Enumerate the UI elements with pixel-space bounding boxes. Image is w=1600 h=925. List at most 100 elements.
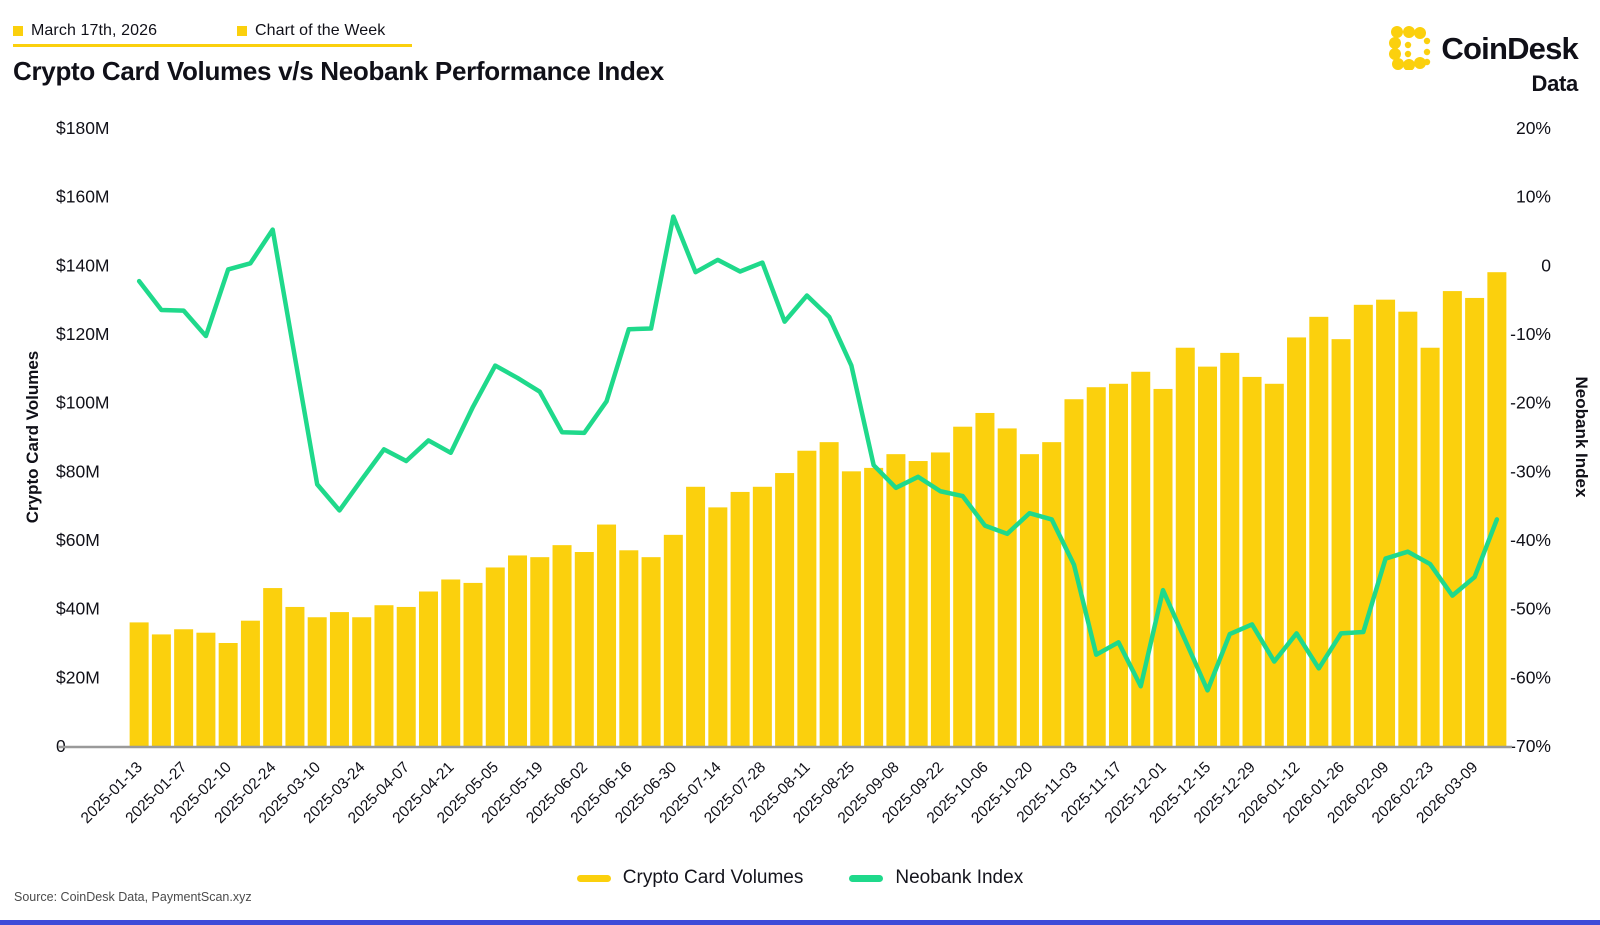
volume-bar xyxy=(930,452,950,746)
legend-item-neobank-index: Neobank Index xyxy=(849,867,1023,889)
volume-bar xyxy=(819,442,839,746)
logo-brand-text: CoinDesk xyxy=(1441,30,1578,66)
right-axis-title: Neobank Index xyxy=(1572,377,1591,498)
kicker-date: March 17th, 2026 xyxy=(13,22,157,40)
chart-legend: Crypto Card Volumes Neobank Index xyxy=(0,862,1600,894)
legend-label: Neobank Index xyxy=(895,867,1024,888)
legend-label: Crypto Card Volumes xyxy=(622,867,804,888)
right-axis-tick-label: 0 xyxy=(1541,255,1551,275)
volume-bar xyxy=(1153,388,1173,746)
right-axis-tick-label: -40% xyxy=(1510,530,1551,550)
volume-bar xyxy=(240,620,260,746)
volume-bar xyxy=(886,454,906,746)
volume-bar xyxy=(151,634,171,746)
right-axis-tick-label: -60% xyxy=(1510,667,1551,687)
right-axis-tick-label: -70% xyxy=(1510,736,1551,756)
volume-bar xyxy=(841,471,861,746)
volume-bar xyxy=(1019,454,1039,746)
kicker-underline xyxy=(13,44,412,47)
volume-bar xyxy=(997,428,1017,746)
volume-bar xyxy=(1242,376,1262,746)
volume-bar xyxy=(218,643,238,746)
volume-bar xyxy=(196,632,216,746)
volume-bar xyxy=(1376,299,1396,746)
volume-bar xyxy=(1398,311,1418,746)
left-axis-tick-label: $20M xyxy=(56,667,100,687)
neobank-index-line xyxy=(136,214,1500,693)
left-axis-tick-label: $80M xyxy=(56,461,100,481)
volume-bar xyxy=(530,557,550,746)
volume-bar xyxy=(908,461,928,746)
volume-bar xyxy=(797,450,817,746)
right-axis-tick-label: -50% xyxy=(1510,599,1551,619)
bar-series-swatch-icon xyxy=(576,874,611,882)
kicker-series: Chart of the Week xyxy=(237,22,385,40)
volume-bar xyxy=(485,567,505,746)
volume-bar xyxy=(1442,291,1462,746)
volume-bar xyxy=(396,606,416,746)
volume-bar xyxy=(864,467,884,746)
volume-bar xyxy=(641,557,661,746)
coindesk-logo: CoinDesk Data xyxy=(1389,26,1579,96)
volume-bar xyxy=(619,550,639,746)
left-axis-title: Crypto Card Volumes xyxy=(23,351,42,524)
yellow-square-icon xyxy=(13,26,23,36)
yellow-square-icon xyxy=(237,26,247,36)
left-axis-tick-label: $160M xyxy=(56,187,110,207)
volume-bar xyxy=(953,426,973,746)
coindesk-dots-icon xyxy=(1389,26,1431,70)
bottom-accent-strip xyxy=(0,920,1600,925)
left-axis-tick-label: $60M xyxy=(56,530,100,550)
volume-bar xyxy=(418,591,438,746)
volume-bar xyxy=(1331,339,1351,746)
volume-bar xyxy=(1086,387,1106,746)
volume-bar xyxy=(441,579,461,746)
volume-bar xyxy=(1131,371,1151,746)
volume-bar xyxy=(1264,383,1284,746)
left-axis-tick-label: $140M xyxy=(56,255,110,275)
volume-bar xyxy=(1042,442,1062,746)
right-axis-tick-label: 10% xyxy=(1516,187,1551,207)
line-series-swatch-icon xyxy=(849,874,884,882)
volume-bar xyxy=(1353,304,1373,746)
volume-bar xyxy=(508,555,528,746)
volume-bar xyxy=(285,606,305,746)
left-axis-tick-label: $100M xyxy=(56,393,110,413)
volume-bar xyxy=(975,412,995,746)
volume-bar xyxy=(174,629,194,746)
volume-bar xyxy=(1287,337,1307,746)
volume-bar xyxy=(1465,297,1485,746)
volume-bar xyxy=(552,545,572,746)
volume-bar xyxy=(329,612,349,746)
volume-bar xyxy=(1198,366,1218,746)
volume-bar xyxy=(663,534,683,746)
legend-item-crypto-card-volumes: Crypto Card Volumes xyxy=(576,867,804,889)
volume-bar xyxy=(1420,347,1440,746)
volume-bar xyxy=(374,605,394,746)
volume-bar xyxy=(730,491,750,746)
volume-bar xyxy=(1220,352,1240,746)
left-axis-tick-label: $40M xyxy=(56,599,100,619)
combo-chart: $180M $160M $140M $120M $100M $80M $60M $40M $20… xyxy=(23,118,1591,827)
kicker-series-label: Chart of the Week xyxy=(255,22,386,39)
volume-bar xyxy=(463,582,483,746)
volume-bar xyxy=(1108,383,1128,746)
volume-bar xyxy=(775,473,795,746)
volume-bar xyxy=(1175,347,1195,746)
left-axis-tick-label: $180M xyxy=(56,118,110,138)
volume-bar xyxy=(1309,316,1329,746)
volume-bar xyxy=(574,552,594,746)
volume-bar xyxy=(307,617,327,746)
right-axis-tick-label: -30% xyxy=(1510,461,1551,481)
volume-bar xyxy=(686,486,706,746)
logo-sub-text: Data xyxy=(1531,71,1579,96)
volume-bar xyxy=(129,622,149,746)
source-note: Source: CoinDesk Data, PaymentScan.xyz xyxy=(14,890,252,904)
volume-bar xyxy=(708,507,728,746)
volume-bar xyxy=(1487,272,1507,746)
right-axis-tick-label: -20% xyxy=(1510,393,1551,413)
volume-bar xyxy=(752,486,772,746)
volume-bar xyxy=(263,588,283,746)
kicker-date-label: March 17th, 2026 xyxy=(31,22,158,39)
right-axis-tick-label: 20% xyxy=(1516,118,1551,138)
